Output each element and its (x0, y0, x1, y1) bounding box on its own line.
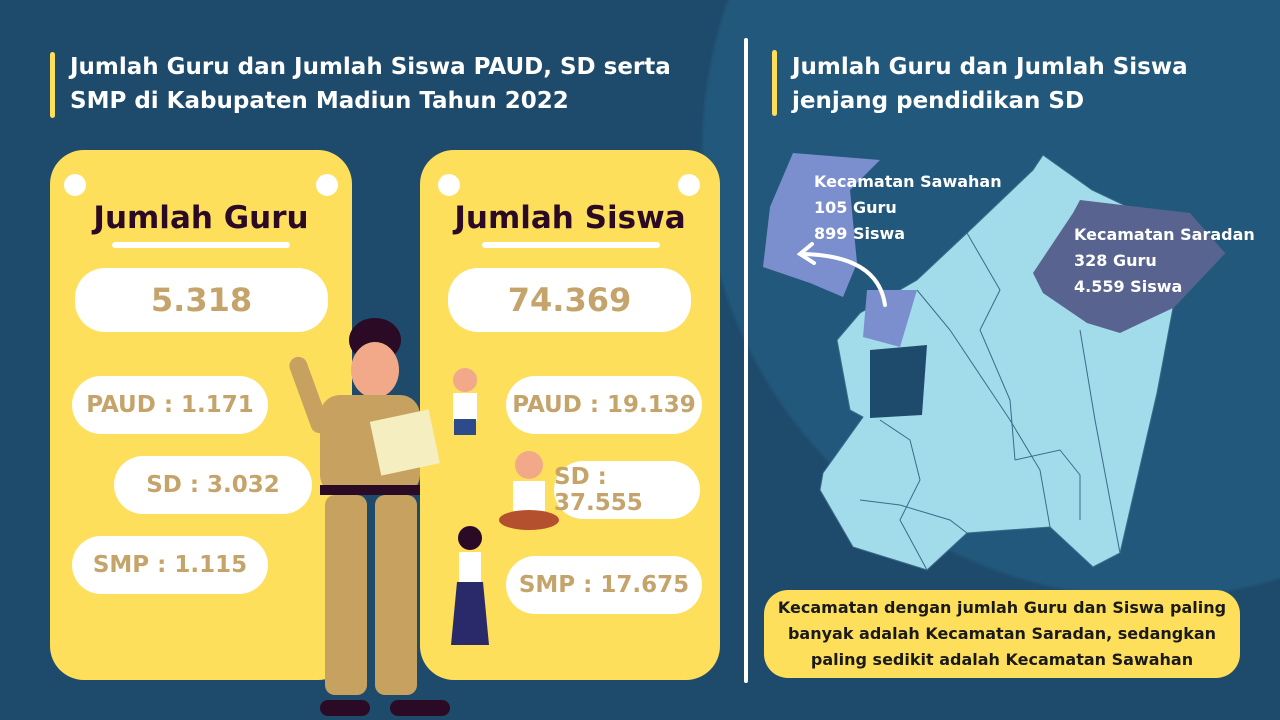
divider (744, 38, 748, 683)
siswa-total: 74.369 (448, 268, 691, 332)
teacher-illustration (289, 318, 450, 716)
left-title: Jumlah Guru dan Jumlah Siswa PAUD, SD se… (70, 54, 671, 114)
student-icon (453, 368, 477, 435)
guru-total: 5.318 (75, 268, 328, 332)
saradan-siswa: 4.559 Siswa (1074, 277, 1183, 296)
siswa-paud: PAUD : 19.139 (506, 376, 702, 434)
map-gap (870, 345, 927, 418)
map-region-sawahan (863, 290, 917, 347)
heading-underline (482, 242, 660, 248)
card-hole (64, 174, 86, 196)
right-title: Jumlah Guru dan Jumlah Siswa jenjang pen… (792, 54, 1188, 114)
guru-paud: PAUD : 1.171 (72, 376, 268, 434)
card-hole (438, 174, 460, 196)
sawahan-siswa: 899 Siswa (814, 224, 906, 243)
saradan-name: Kecamatan Saradan (1074, 225, 1255, 244)
saradan-guru: 328 Guru (1074, 251, 1157, 270)
map-region-saradan (1033, 200, 1225, 333)
siswa-sd: SD : 37.555 (554, 461, 700, 519)
siswa-heading: Jumlah Siswa (454, 200, 686, 236)
title-accent-bar (772, 50, 777, 116)
madiun-map (763, 153, 1226, 571)
guru-sd: SD : 3.032 (114, 456, 312, 514)
guru-heading: Jumlah Guru (93, 200, 309, 236)
siswa-smp: SMP : 17.675 (506, 556, 702, 614)
sawahan-label: Kecamatan Sawahan 105 Guru 899 Siswa (814, 169, 1002, 247)
sawahan-guru: 105 Guru (814, 198, 897, 217)
student-reading-icon (499, 451, 559, 530)
guru-smp: SMP : 1.115 (72, 536, 268, 594)
sawahan-name: Kecamatan Sawahan (814, 172, 1002, 191)
guru-card: Jumlah Guru 5.318 PAUD : 1.171 SD : 3.03… (50, 150, 352, 680)
card-hole (316, 174, 338, 196)
arrow-icon (801, 252, 887, 307)
heading-underline (112, 242, 290, 248)
saradan-label: Kecamatan Saradan 328 Guru 4.559 Siswa (1074, 222, 1255, 300)
conclusion-note: Kecamatan dengan jumlah Guru dan Siswa p… (764, 590, 1240, 678)
card-hole (678, 174, 700, 196)
student-girl-icon (451, 526, 489, 645)
title-accent-bar (50, 52, 55, 118)
